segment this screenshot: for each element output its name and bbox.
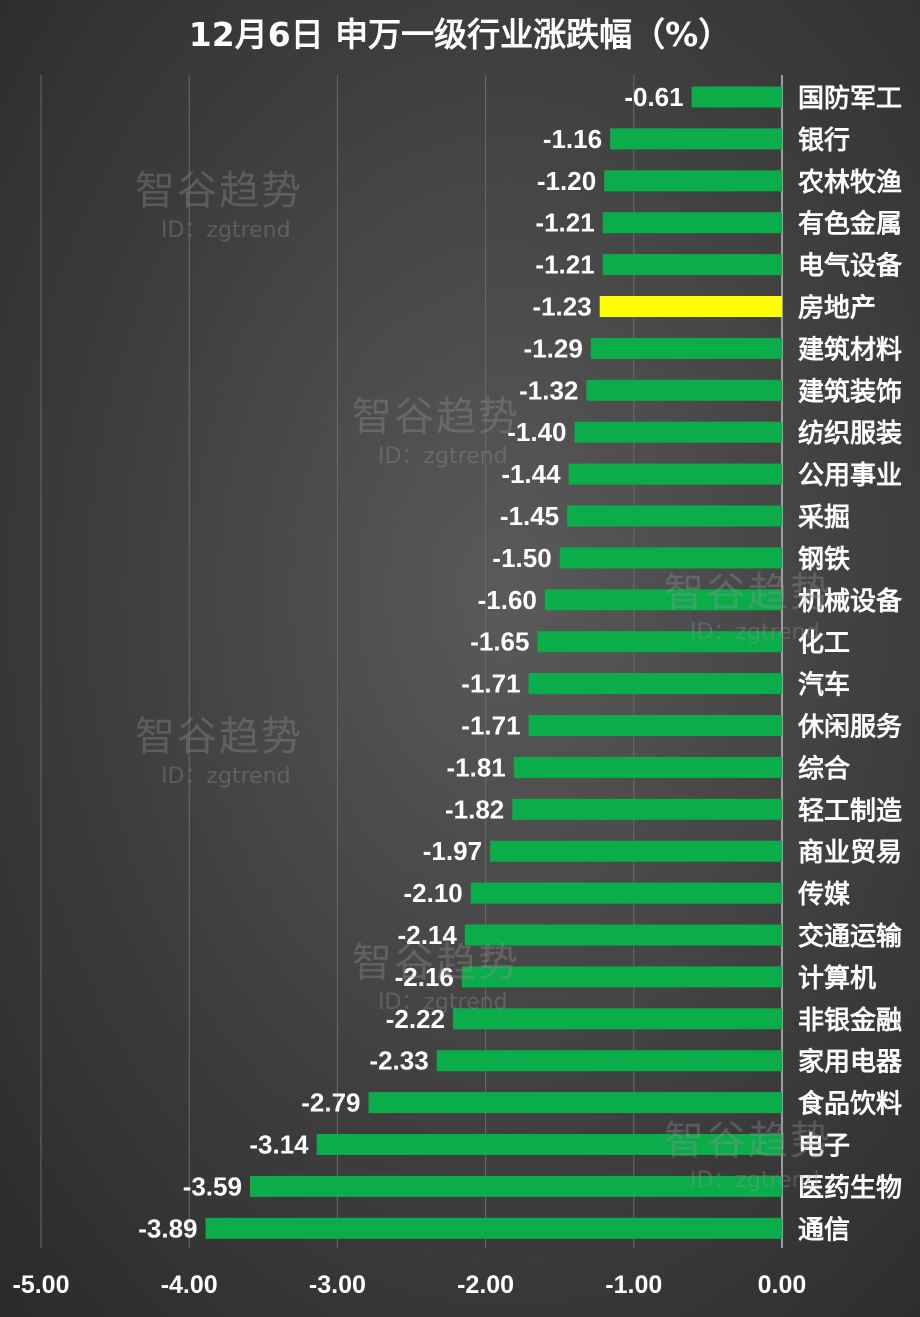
bar <box>490 840 782 862</box>
category-label: 汽车 <box>798 670 850 701</box>
category-label: 交通运输 <box>798 921 903 952</box>
bar <box>604 170 782 192</box>
value-label: -1.23 <box>532 292 591 322</box>
bar <box>568 463 782 485</box>
bar <box>512 798 782 820</box>
category-label: 化工 <box>798 629 850 659</box>
x-tick-label: 0.00 <box>758 1271 807 1299</box>
bar <box>559 547 782 569</box>
category-label: 建筑装饰 <box>798 376 902 407</box>
x-tick-label: -5.00 <box>13 1271 70 1299</box>
bar <box>537 631 782 653</box>
bar <box>602 212 782 234</box>
category-label: 农林牧渔 <box>797 168 902 198</box>
bar <box>205 1217 782 1239</box>
category-label: 传媒 <box>797 880 851 910</box>
category-label: 银行 <box>798 125 850 156</box>
category-label: 采掘 <box>798 503 850 533</box>
bar <box>610 128 782 150</box>
bar <box>368 1092 782 1114</box>
category-label: 电气设备 <box>798 251 903 282</box>
chart-title: 12月6日 申万一级行业涨跌幅（%） <box>188 15 732 54</box>
value-label: -2.16 <box>395 962 454 992</box>
bar <box>528 673 782 695</box>
category-label: 食品饮料 <box>798 1089 902 1120</box>
value-label: -1.65 <box>470 627 529 657</box>
category-label: 机械设备 <box>798 587 903 617</box>
value-label: -2.22 <box>386 1004 445 1034</box>
value-label: -2.79 <box>301 1088 360 1118</box>
bar <box>567 505 782 527</box>
bar <box>464 924 782 946</box>
value-label: -1.29 <box>524 333 583 363</box>
category-label: 纺织服装 <box>798 418 902 449</box>
category-label: 电子 <box>798 1132 850 1162</box>
value-label: -1.21 <box>535 250 594 280</box>
value-label: -1.60 <box>478 585 537 615</box>
category-label: 非银金融 <box>798 1005 902 1036</box>
value-label: -3.89 <box>138 1213 197 1243</box>
category-labels: 国防军工银行农林牧渔有色金属电气设备房地产建筑材料建筑装饰纺织服装公用事业采掘钢… <box>797 84 903 1245</box>
bar <box>316 1134 782 1155</box>
bar <box>452 1008 782 1030</box>
x-tick-label: -4.00 <box>161 1271 218 1299</box>
x-tick-label: -3.00 <box>309 1271 366 1299</box>
bar <box>590 337 782 359</box>
value-label: -1.45 <box>500 501 559 531</box>
category-label: 建筑材料 <box>798 334 902 365</box>
bars <box>205 86 782 1239</box>
value-label: -1.40 <box>507 417 566 447</box>
value-label: -2.14 <box>398 920 458 950</box>
value-label: -1.71 <box>461 669 520 699</box>
value-label: -1.44 <box>501 459 561 489</box>
bar <box>461 966 782 988</box>
category-label: 轻工制造 <box>798 796 902 826</box>
category-label: 国防军工 <box>798 84 902 114</box>
bar <box>470 882 782 904</box>
category-label: 商业贸易 <box>798 837 902 868</box>
value-label: -1.50 <box>492 543 551 573</box>
category-label: 休闲服务 <box>797 713 902 743</box>
bar <box>599 296 782 317</box>
bar <box>586 379 782 401</box>
value-label: -1.82 <box>445 794 504 824</box>
category-label: 家用电器 <box>798 1047 903 1078</box>
x-tick-label: -1.00 <box>605 1271 662 1299</box>
value-label: -3.59 <box>183 1171 242 1201</box>
category-label: 房地产 <box>798 294 876 324</box>
x-axis-ticks: -5.00 -4.00 -3.00 -2.00 -1.00 0.00 <box>13 1271 807 1299</box>
bar <box>544 589 782 611</box>
bar <box>436 1050 782 1072</box>
value-label: -2.33 <box>369 1046 428 1076</box>
category-label: 计算机 <box>798 963 876 994</box>
value-label: -1.71 <box>461 711 520 741</box>
bar <box>513 756 782 778</box>
value-label: -1.16 <box>543 124 602 154</box>
bar <box>574 421 782 443</box>
bar <box>249 1175 782 1197</box>
value-label: -1.20 <box>537 166 596 196</box>
category-label: 通信 <box>798 1215 850 1245</box>
category-label: 钢铁 <box>798 544 850 575</box>
value-label: -1.97 <box>423 836 482 866</box>
value-label: -3.14 <box>249 1130 309 1160</box>
category-label: 综合 <box>798 753 851 784</box>
bar <box>691 86 782 108</box>
bar <box>602 254 782 276</box>
x-tick-label: -2.00 <box>457 1271 514 1299</box>
value-label: -2.10 <box>404 878 463 908</box>
category-label: 公用事业 <box>798 461 902 491</box>
value-label: -1.21 <box>535 208 594 238</box>
value-label: -0.61 <box>624 82 683 112</box>
bar <box>528 715 782 736</box>
value-label: -1.81 <box>446 752 505 782</box>
value-labels: -0.61 -1.16 -1.20 -1.21 -1.21 -1.23 -1.29 -1.32… <box>138 82 683 1243</box>
value-label: -1.32 <box>519 375 578 405</box>
category-label: 医药生物 <box>798 1173 902 1203</box>
category-label: 有色金属 <box>798 209 902 240</box>
